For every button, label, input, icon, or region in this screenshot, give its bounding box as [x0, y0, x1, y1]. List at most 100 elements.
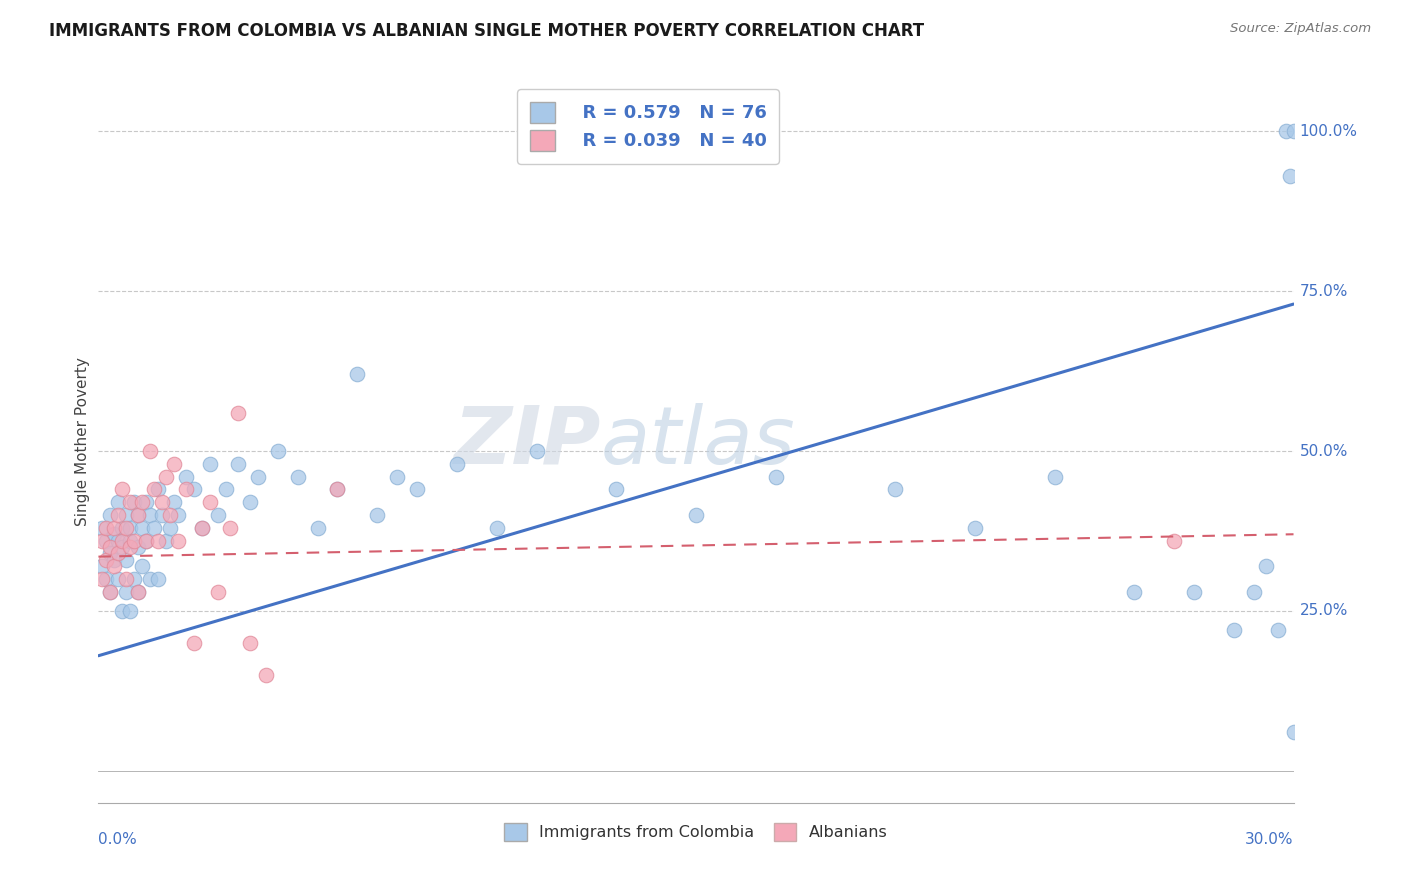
- Point: [159, 521, 181, 535]
- Point: [98, 584, 122, 599]
- Point: [183, 483, 205, 497]
- Point: [124, 572, 146, 586]
- Point: [1182, 584, 1205, 599]
- Point: [127, 584, 149, 599]
- Point: [96, 553, 118, 567]
- Point: [215, 483, 238, 497]
- Point: [1274, 124, 1296, 138]
- Point: [605, 483, 627, 497]
- Point: [207, 508, 229, 522]
- Point: [135, 495, 157, 509]
- Point: [207, 584, 229, 599]
- Point: [174, 483, 197, 497]
- Point: [346, 368, 368, 382]
- Point: [111, 521, 134, 535]
- Point: [1267, 623, 1289, 637]
- Point: [150, 495, 173, 509]
- Point: [115, 584, 138, 599]
- Point: [765, 469, 787, 483]
- Text: 25.0%: 25.0%: [1299, 604, 1348, 618]
- Point: [366, 508, 388, 522]
- Point: [159, 508, 181, 522]
- Point: [155, 469, 177, 483]
- Point: [107, 508, 129, 522]
- Point: [198, 457, 221, 471]
- Point: [167, 508, 190, 522]
- Point: [124, 495, 146, 509]
- Point: [148, 533, 170, 548]
- Point: [91, 572, 114, 586]
- Point: [191, 521, 214, 535]
- Point: [150, 508, 173, 522]
- Point: [127, 584, 149, 599]
- Point: [287, 469, 309, 483]
- Point: [239, 495, 262, 509]
- Point: [103, 527, 125, 541]
- Point: [98, 508, 122, 522]
- Point: [163, 457, 186, 471]
- Text: 50.0%: 50.0%: [1299, 443, 1348, 458]
- Point: [148, 572, 170, 586]
- Text: 75.0%: 75.0%: [1299, 284, 1348, 299]
- Point: [103, 553, 125, 567]
- Point: [143, 521, 166, 535]
- Text: ZIP: ZIP: [453, 402, 600, 481]
- Point: [96, 521, 118, 535]
- Y-axis label: Single Mother Poverty: Single Mother Poverty: [75, 357, 90, 526]
- Point: [685, 508, 707, 522]
- Point: [183, 636, 205, 650]
- Legend: Immigrants from Colombia, Albanians: Immigrants from Colombia, Albanians: [496, 814, 896, 849]
- Point: [120, 521, 142, 535]
- Point: [107, 546, 129, 560]
- Point: [127, 540, 149, 554]
- Point: [1243, 584, 1265, 599]
- Point: [111, 533, 134, 548]
- Point: [385, 469, 409, 483]
- Point: [485, 521, 508, 535]
- Point: [91, 521, 114, 535]
- Point: [115, 508, 138, 522]
- Point: [198, 495, 221, 509]
- Point: [135, 533, 157, 548]
- Point: [884, 483, 907, 497]
- Point: [107, 495, 129, 509]
- Point: [219, 521, 242, 535]
- Point: [239, 636, 262, 650]
- Point: [1282, 725, 1305, 739]
- Text: 30.0%: 30.0%: [1246, 831, 1294, 847]
- Point: [1043, 469, 1066, 483]
- Point: [120, 604, 142, 618]
- Point: [131, 521, 153, 535]
- Text: atlas: atlas: [600, 402, 796, 481]
- Point: [111, 604, 134, 618]
- Point: [307, 521, 329, 535]
- Point: [139, 572, 162, 586]
- Point: [115, 572, 138, 586]
- Point: [103, 559, 125, 574]
- Point: [1254, 559, 1277, 574]
- Point: [98, 546, 122, 560]
- Text: IMMIGRANTS FROM COLOMBIA VS ALBANIAN SINGLE MOTHER POVERTY CORRELATION CHART: IMMIGRANTS FROM COLOMBIA VS ALBANIAN SIN…: [49, 22, 924, 40]
- Point: [1282, 124, 1305, 138]
- Point: [131, 495, 153, 509]
- Point: [98, 584, 122, 599]
- Point: [96, 572, 118, 586]
- Point: [406, 483, 429, 497]
- Point: [1123, 584, 1146, 599]
- Point: [155, 533, 177, 548]
- Point: [226, 457, 249, 471]
- Text: 100.0%: 100.0%: [1299, 124, 1358, 139]
- Point: [163, 495, 186, 509]
- Point: [139, 444, 162, 458]
- Point: [120, 540, 142, 554]
- Point: [526, 444, 548, 458]
- Point: [191, 521, 214, 535]
- Point: [135, 533, 157, 548]
- Point: [111, 540, 134, 554]
- Point: [148, 483, 170, 497]
- Point: [226, 406, 249, 420]
- Point: [131, 559, 153, 574]
- Point: [111, 483, 134, 497]
- Point: [127, 508, 149, 522]
- Point: [1223, 623, 1246, 637]
